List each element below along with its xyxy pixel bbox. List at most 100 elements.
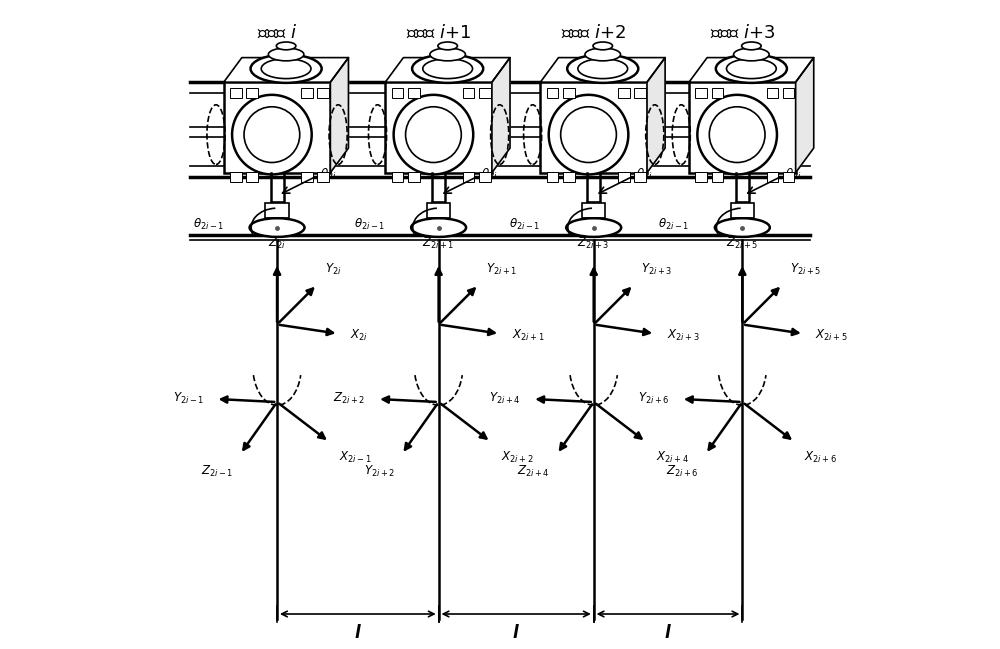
- Bar: [563, 172, 575, 182]
- Bar: [392, 172, 403, 182]
- Bar: [547, 172, 558, 182]
- Bar: [689, 82, 796, 173]
- Ellipse shape: [715, 218, 770, 237]
- Bar: [385, 82, 492, 173]
- Bar: [246, 172, 258, 182]
- Bar: [317, 172, 329, 182]
- Ellipse shape: [412, 55, 483, 83]
- Text: $X_{2i+2}$: $X_{2i+2}$: [501, 450, 533, 465]
- Bar: [301, 172, 313, 182]
- Bar: [695, 88, 707, 98]
- Bar: [540, 82, 647, 173]
- Bar: [246, 88, 258, 98]
- Text: $Y_{2i+1}$: $Y_{2i+1}$: [486, 262, 517, 277]
- Bar: [408, 172, 420, 182]
- Text: $Z_{2i-1}$: $Z_{2i-1}$: [201, 464, 233, 479]
- Text: $\theta_{2i-1}$: $\theta_{2i-1}$: [658, 217, 689, 232]
- Text: $Y_{2i+5}$: $Y_{2i+5}$: [790, 262, 821, 277]
- Ellipse shape: [251, 55, 322, 83]
- Polygon shape: [796, 58, 814, 173]
- Ellipse shape: [742, 42, 761, 50]
- Ellipse shape: [394, 95, 473, 175]
- Ellipse shape: [250, 218, 305, 237]
- Ellipse shape: [734, 48, 769, 61]
- Text: $\theta_{2i}$: $\theta_{2i}$: [481, 167, 498, 182]
- Bar: [618, 172, 630, 182]
- Bar: [634, 88, 646, 98]
- Bar: [712, 172, 723, 182]
- Text: $\boldsymbol{l}$: $\boldsymbol{l}$: [664, 624, 672, 643]
- Text: $X_{2i+5}$: $X_{2i+5}$: [815, 328, 848, 343]
- Bar: [563, 88, 575, 98]
- Ellipse shape: [268, 48, 304, 61]
- Text: 万向节 $i$+3: 万向节 $i$+3: [710, 24, 775, 42]
- Text: $\theta_{2i}$: $\theta_{2i}$: [636, 167, 653, 182]
- Text: $Z_{2i+3}$: $Z_{2i+3}$: [577, 236, 610, 251]
- Text: $Y_{2i+2}$: $Y_{2i+2}$: [364, 464, 395, 479]
- Ellipse shape: [585, 48, 621, 61]
- Text: $Z_{2i+5}$: $Z_{2i+5}$: [726, 236, 759, 251]
- Polygon shape: [330, 58, 348, 173]
- Text: 万向节 $i$+1: 万向节 $i$+1: [406, 24, 471, 42]
- Ellipse shape: [411, 218, 466, 237]
- Bar: [317, 88, 329, 98]
- Text: $X_{2i-1}$: $X_{2i-1}$: [339, 450, 372, 465]
- Text: $\boldsymbol{l}$: $\boldsymbol{l}$: [354, 624, 362, 643]
- Ellipse shape: [276, 42, 296, 50]
- Text: $X_{2i+4}$: $X_{2i+4}$: [656, 450, 689, 465]
- Ellipse shape: [593, 42, 613, 50]
- Text: $Y_{2i+6}$: $Y_{2i+6}$: [638, 391, 669, 406]
- Text: $X_{2i+3}$: $X_{2i+3}$: [667, 328, 699, 343]
- Ellipse shape: [232, 95, 312, 175]
- Text: $X_{2i+6}$: $X_{2i+6}$: [804, 450, 837, 465]
- Bar: [547, 88, 558, 98]
- Text: 万向节 $i$: 万向节 $i$: [257, 24, 297, 42]
- Bar: [731, 203, 754, 218]
- Text: $\theta_{2i-1}$: $\theta_{2i-1}$: [354, 217, 386, 232]
- Text: $X_{2i}$: $X_{2i}$: [350, 328, 368, 343]
- Bar: [479, 88, 491, 98]
- Bar: [479, 172, 491, 182]
- Ellipse shape: [549, 95, 628, 175]
- Polygon shape: [385, 58, 510, 82]
- Bar: [408, 88, 420, 98]
- Polygon shape: [540, 58, 665, 82]
- Bar: [392, 88, 403, 98]
- Text: 万向节 $i$+2: 万向节 $i$+2: [561, 24, 626, 42]
- Bar: [783, 88, 794, 98]
- Text: $Y_{2i}$: $Y_{2i}$: [325, 262, 341, 277]
- Bar: [767, 172, 778, 182]
- Ellipse shape: [430, 48, 465, 61]
- Text: $Z_{2i}$: $Z_{2i}$: [268, 236, 286, 251]
- Bar: [463, 88, 474, 98]
- Text: $\theta_{2i}$: $\theta_{2i}$: [785, 167, 802, 182]
- Ellipse shape: [567, 55, 638, 83]
- Text: $Z_{2i+4}$: $Z_{2i+4}$: [517, 464, 550, 479]
- Bar: [783, 172, 794, 182]
- Bar: [230, 88, 242, 98]
- Bar: [767, 88, 778, 98]
- Text: $\theta_{2i-1}$: $\theta_{2i-1}$: [193, 217, 224, 232]
- Ellipse shape: [438, 42, 457, 50]
- Text: $\theta_{2i}$: $\theta_{2i}$: [320, 167, 336, 182]
- Ellipse shape: [697, 95, 777, 175]
- Ellipse shape: [566, 218, 621, 237]
- Bar: [582, 203, 605, 218]
- Text: $Y_{2i-1}$: $Y_{2i-1}$: [173, 391, 204, 406]
- Text: $Z_{2i+1}$: $Z_{2i+1}$: [422, 236, 455, 251]
- Polygon shape: [647, 58, 665, 173]
- Bar: [427, 203, 450, 218]
- Bar: [695, 172, 707, 182]
- Text: $Z_{2i+6}$: $Z_{2i+6}$: [666, 464, 699, 479]
- Bar: [634, 172, 646, 182]
- Polygon shape: [689, 58, 814, 82]
- Polygon shape: [224, 58, 348, 82]
- Polygon shape: [492, 58, 510, 173]
- Text: $\theta_{2i-1}$: $\theta_{2i-1}$: [509, 217, 541, 232]
- Bar: [712, 88, 723, 98]
- Bar: [463, 172, 474, 182]
- Text: $\boldsymbol{l}$: $\boldsymbol{l}$: [512, 624, 520, 643]
- Bar: [301, 88, 313, 98]
- Text: $X_{2i+1}$: $X_{2i+1}$: [512, 328, 544, 343]
- Ellipse shape: [716, 55, 787, 83]
